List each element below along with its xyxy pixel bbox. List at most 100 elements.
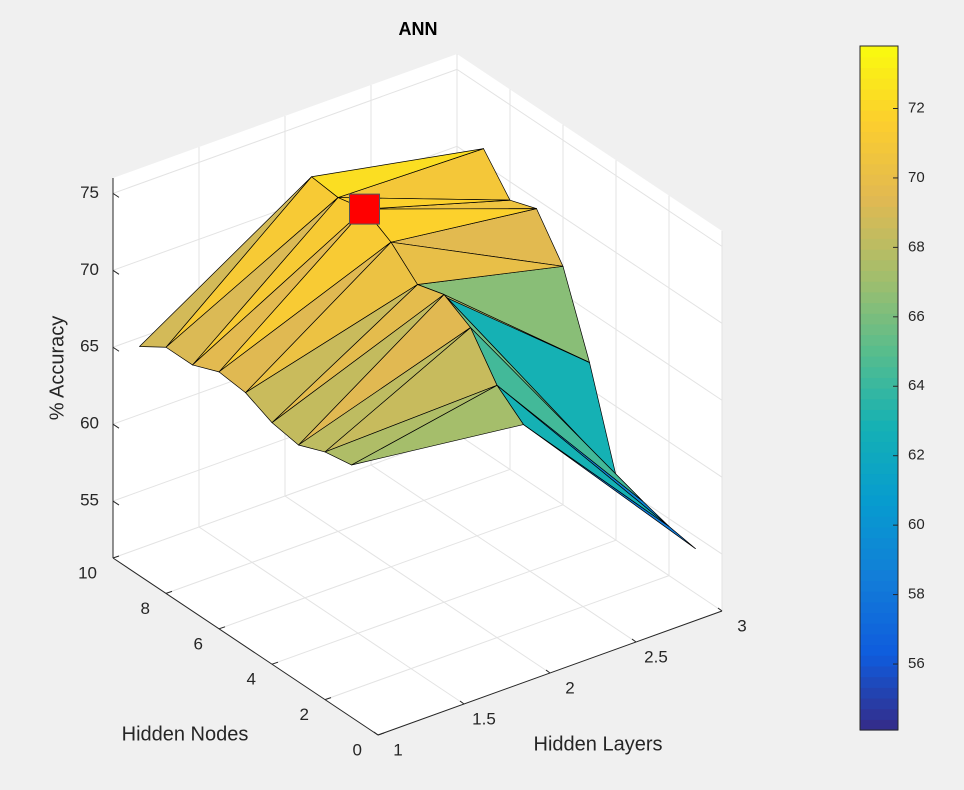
grid-line [370,464,637,643]
colorbar-cell [860,548,898,560]
x-tick-label: 1 [393,740,402,759]
y-tick-label: 2 [300,705,309,724]
colorbar-cell [860,238,898,250]
z-tick-label: 70 [80,260,99,279]
y-tick-label: 10 [78,563,97,582]
colorbar-cell [860,494,898,507]
colorbar-cell [860,676,898,688]
colorbar-cell [860,152,898,165]
colorbar-cell [860,719,898,731]
grid-line [271,539,617,665]
colorbar-cell [860,217,898,229]
colorbar-tick-label: 72 [908,99,925,116]
colorbar-cell [860,665,898,678]
colorbar-cell [860,398,898,410]
colorbar-cell [860,473,898,485]
grid-line [324,575,670,701]
y-tick [271,661,279,665]
colorbar-cell [860,430,898,443]
x-tick-label: 1.5 [472,709,496,728]
x-axis-label: Hidden Layers [534,733,663,755]
y-tick [218,626,226,630]
chart-title: ANN [399,19,438,39]
peak-marker [349,193,380,225]
colorbar-cell [860,644,898,656]
y-tick [324,697,332,701]
z-axis-label: % Accuracy [46,316,68,420]
x-tick-label: 2.5 [644,647,668,666]
grid-line [112,433,458,559]
grid-line [456,145,723,324]
surface-face [165,197,339,366]
colorbar-cell [860,163,898,175]
colorbar-cell [860,88,898,101]
colorbar-cell [860,67,898,79]
colorbar-tick-label: 66 [908,308,925,325]
surface-face [271,294,445,446]
y-tick [165,590,173,594]
colorbar-cell [860,420,898,432]
colorbar-cell [860,174,898,186]
colorbar-cell [860,270,898,282]
colorbar-cell [860,46,898,58]
colorbar-cell [860,302,898,314]
colorbar-cell [860,537,898,549]
x-tick [631,638,637,643]
colorbar-cell [860,206,898,218]
colorbar-cell [860,655,898,667]
grid-line [165,468,511,594]
surface-face [245,284,418,424]
colorbar-cell [860,184,898,197]
colorbar-cell [860,56,898,68]
colorbar-cell [860,612,898,624]
z-tick [112,269,120,275]
colorbar-cell [860,259,898,272]
x-tick [545,669,551,674]
grid-line [456,68,723,247]
x-tick [717,607,723,612]
colorbar-cell [860,131,898,143]
colorbar-cell [860,708,898,720]
surface-face [192,208,365,373]
z-tick-label: 65 [80,337,99,356]
y-tick [112,555,120,559]
z-tick [112,423,120,429]
x-tick-label: 2 [565,678,574,697]
colorbar-cell [860,78,898,90]
colorbar-cell [860,323,898,336]
colorbar-cell [860,409,898,421]
z-tick-label: 75 [80,183,99,202]
grid-line [112,68,458,194]
side-wall [457,54,722,611]
colorbar-cell [860,291,898,304]
z-tick [112,192,120,198]
colorbar-tick-label: 56 [908,655,925,672]
z-tick-label: 55 [80,491,99,510]
colorbar-cell [860,569,898,581]
colorbar-cell [860,559,898,571]
colorbar-cell [860,623,898,635]
colorbar-cell [860,377,898,389]
colorbar-tick-label: 58 [908,586,925,603]
colorbar-tick-label: 64 [908,377,925,394]
colorbar-cell [860,601,898,614]
colorbar-cell [860,313,898,325]
grid-line [218,504,564,630]
colorbar-cell [860,249,898,261]
colorbar-cell [860,452,898,464]
colorbar-cell [860,516,898,528]
surface-face [218,241,392,394]
colorbar-cell [860,441,898,453]
colorbar-cell [860,281,898,293]
axis-line [112,557,379,736]
x-tick-label: 3 [737,616,746,635]
y-tick [377,732,385,736]
y-tick-label: 6 [194,634,203,653]
colorbar-cell [860,388,898,400]
grid-line [456,433,723,612]
colorbar-cell [860,697,898,710]
colorbar-cell [860,99,898,111]
colorbar-cell [860,110,898,122]
surface-face [139,176,312,348]
